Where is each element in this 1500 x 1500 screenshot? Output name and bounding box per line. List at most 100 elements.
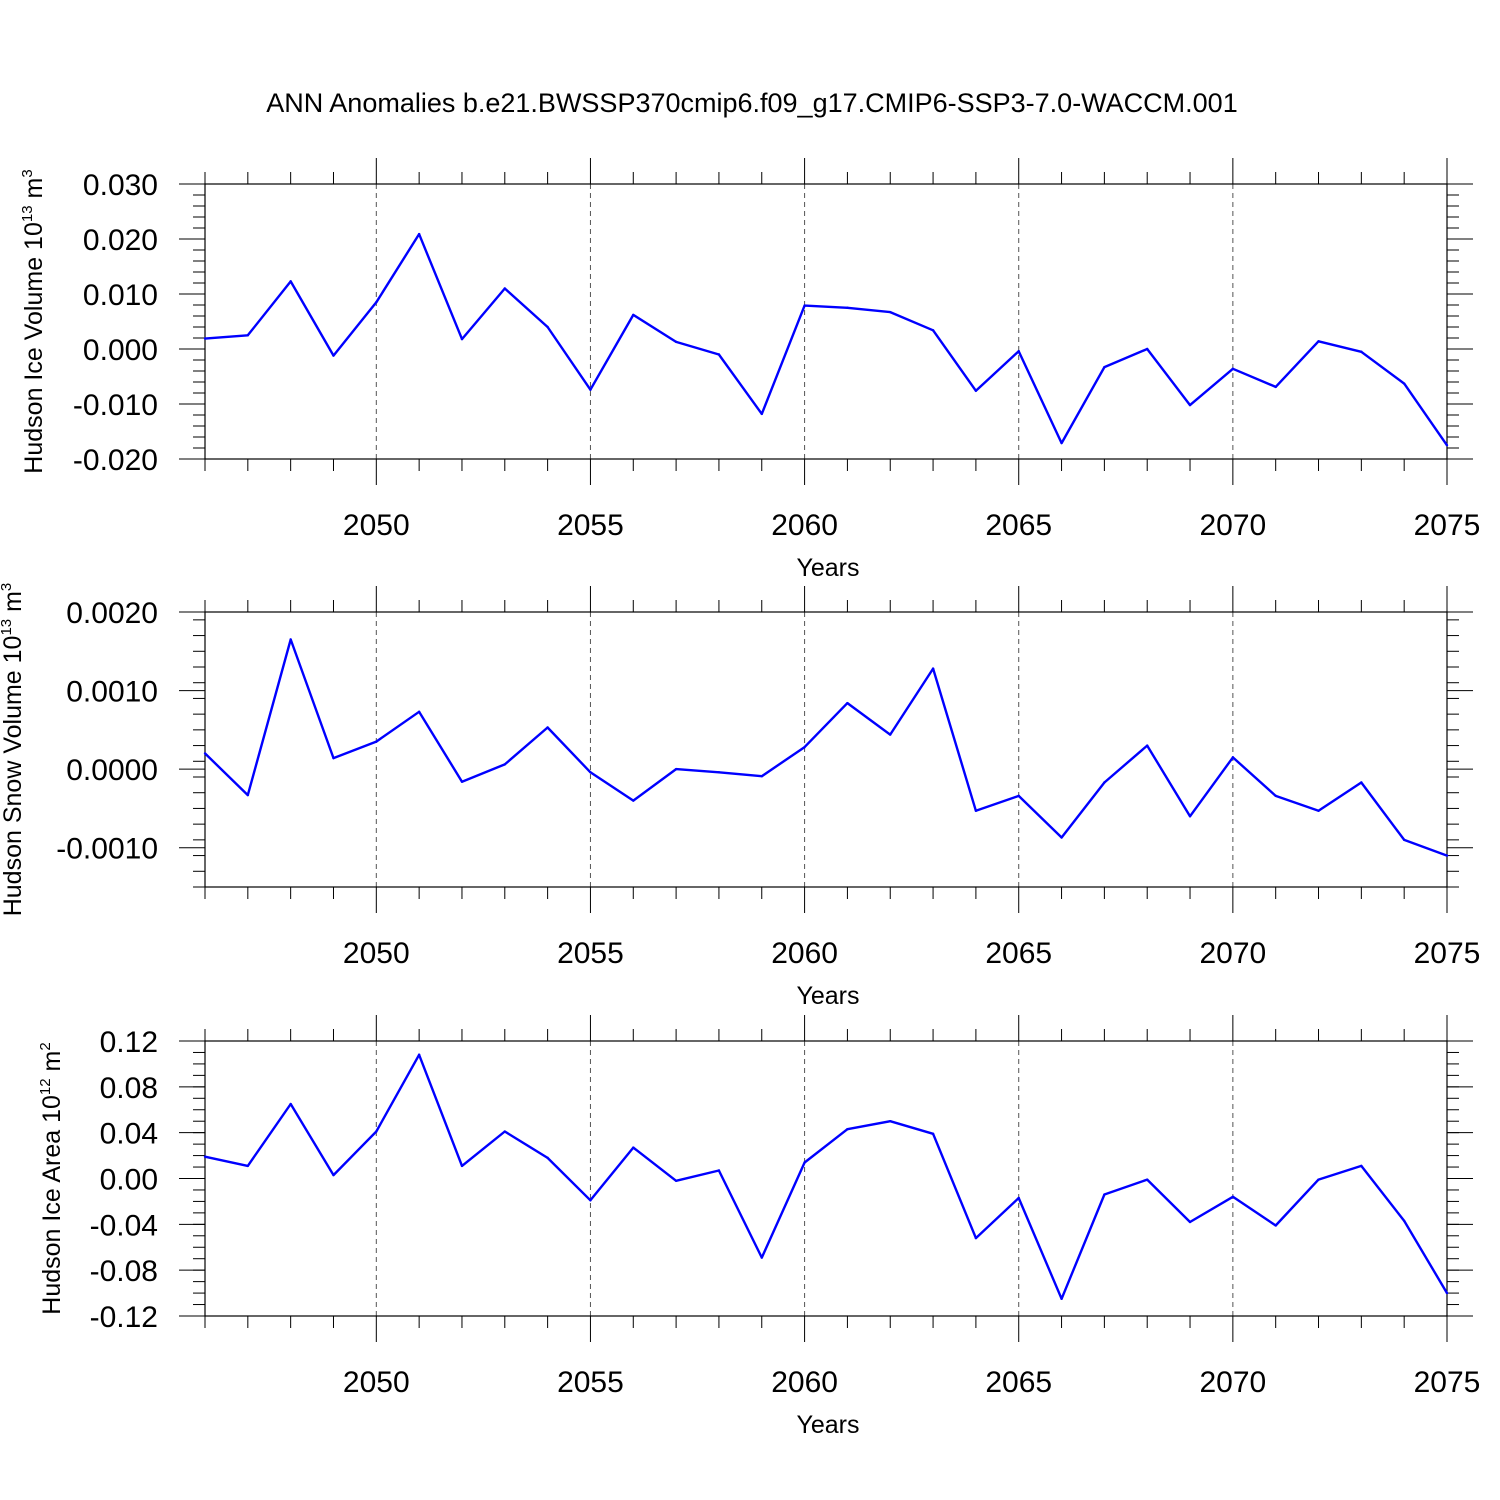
data-point [674, 340, 678, 344]
data-point [1188, 1220, 1192, 1224]
data-point [889, 733, 892, 736]
data-point [1103, 781, 1106, 784]
data-point [632, 1146, 635, 1149]
y-tick-label: 0.08 [100, 1072, 158, 1105]
chart-panel-1: -0.020 -0.010 0.000 0.010 0.020 0.030 2050 2055… [19, 158, 1480, 582]
data-point [760, 412, 763, 416]
data-point [375, 301, 378, 304]
x-tick-label: 2055 [557, 937, 624, 970]
data-point [1017, 1196, 1020, 1200]
y-tick-label: -0.0010 [56, 833, 158, 866]
y-tick-label: 0.0010 [66, 676, 158, 709]
x-tick-label: 2065 [985, 509, 1052, 542]
data-point [717, 771, 721, 774]
x-tick-label: 2060 [771, 937, 838, 970]
data-point [760, 775, 763, 778]
chart-panel-3: -0.12 -0.08 -0.04 0.00 0.04 0.08 0.12 2050 2055 2… [37, 1015, 1480, 1439]
data-point [332, 1173, 335, 1177]
data-point [1274, 385, 1277, 389]
x-tick-label: 2070 [1199, 1366, 1266, 1399]
data-point [289, 1102, 292, 1106]
data-point [417, 232, 421, 236]
data-point [974, 809, 978, 812]
x-axis-title: Years [796, 1411, 859, 1439]
data-point [1274, 794, 1277, 798]
data-point [674, 1179, 678, 1182]
data-point [503, 763, 506, 766]
data-point [1317, 1178, 1320, 1181]
y-tick-label: -0.020 [73, 444, 158, 477]
data-point [717, 353, 721, 356]
data-point [417, 710, 421, 713]
data-point [931, 667, 935, 670]
data-point [289, 280, 292, 283]
data-point [1060, 1297, 1063, 1301]
data-point [1402, 838, 1406, 842]
data-point [1146, 744, 1149, 747]
series-line [204, 1053, 1449, 1301]
x-axis-title: Years [796, 554, 859, 582]
data-point [1146, 1178, 1149, 1181]
data-point [974, 389, 978, 392]
data-point [1188, 815, 1192, 818]
chart-panel-2: -0.0010 0.0000 0.0010 0.0020 2050 2055 2060 206… [0, 583, 1480, 1010]
data-point [503, 287, 506, 290]
data-point [246, 1164, 250, 1168]
y-tick-label: 0.0020 [66, 597, 158, 630]
data-point [889, 310, 892, 314]
x-tick-label: 2070 [1199, 509, 1266, 542]
data-point [503, 1130, 506, 1133]
x-tick-label: 2055 [557, 1366, 624, 1399]
y-tick-label: -0.12 [90, 1301, 158, 1334]
data-point [1360, 781, 1363, 784]
data-point [974, 1236, 978, 1240]
data-point [803, 304, 806, 307]
x-tick-label: 2070 [1199, 937, 1266, 970]
series-line [204, 638, 1448, 857]
data-point [846, 701, 849, 705]
data-point [546, 325, 549, 329]
y-tick-label: 0.010 [83, 279, 158, 312]
x-axis-title: Years [796, 982, 859, 1010]
data-point [546, 726, 549, 729]
plot-frame [204, 611, 1448, 888]
plot-frame [204, 1040, 1448, 1317]
y-axis-title: Hudson Ice Volume 1013 m3 [19, 169, 48, 473]
series-line [204, 232, 1448, 446]
data-point [1360, 350, 1363, 353]
data-point [889, 1120, 892, 1123]
y-axis-title: Hudson Ice Area 1012 m2 [37, 1042, 66, 1314]
data-point [1445, 444, 1449, 447]
chart-title: ANN Anomalies b.e21.BWSSP370cmip6.f09_g1… [266, 88, 1237, 118]
data-point [931, 1132, 935, 1136]
data-point [632, 313, 635, 317]
y-tick-label: 0.00 [100, 1164, 158, 1197]
data-point [546, 1156, 549, 1160]
data-point [203, 1155, 207, 1158]
y-tick-label: 0.030 [83, 169, 158, 202]
data-point [460, 337, 464, 341]
data-point [674, 767, 678, 771]
data-point [1360, 1164, 1363, 1168]
data-point [846, 1128, 849, 1131]
data-point [1231, 1195, 1235, 1199]
x-tick-label: 2060 [771, 509, 838, 542]
data-point [1188, 403, 1192, 407]
data-point [760, 1256, 763, 1259]
x-tick-label: 2050 [343, 937, 410, 970]
data-point [203, 337, 207, 340]
data-point [1060, 836, 1063, 839]
data-point [460, 1164, 464, 1168]
data-point [717, 1169, 721, 1172]
x-tick-label: 2050 [343, 1366, 410, 1399]
data-point [1445, 1291, 1449, 1295]
data-point [1017, 794, 1020, 798]
data-point [332, 756, 335, 760]
data-point [203, 752, 207, 755]
data-point [1274, 1224, 1277, 1227]
data-point [289, 638, 292, 641]
data-point [589, 388, 592, 391]
data-point [1103, 365, 1106, 369]
y-tick-label: 0.04 [100, 1118, 158, 1151]
data-point [1060, 441, 1063, 445]
